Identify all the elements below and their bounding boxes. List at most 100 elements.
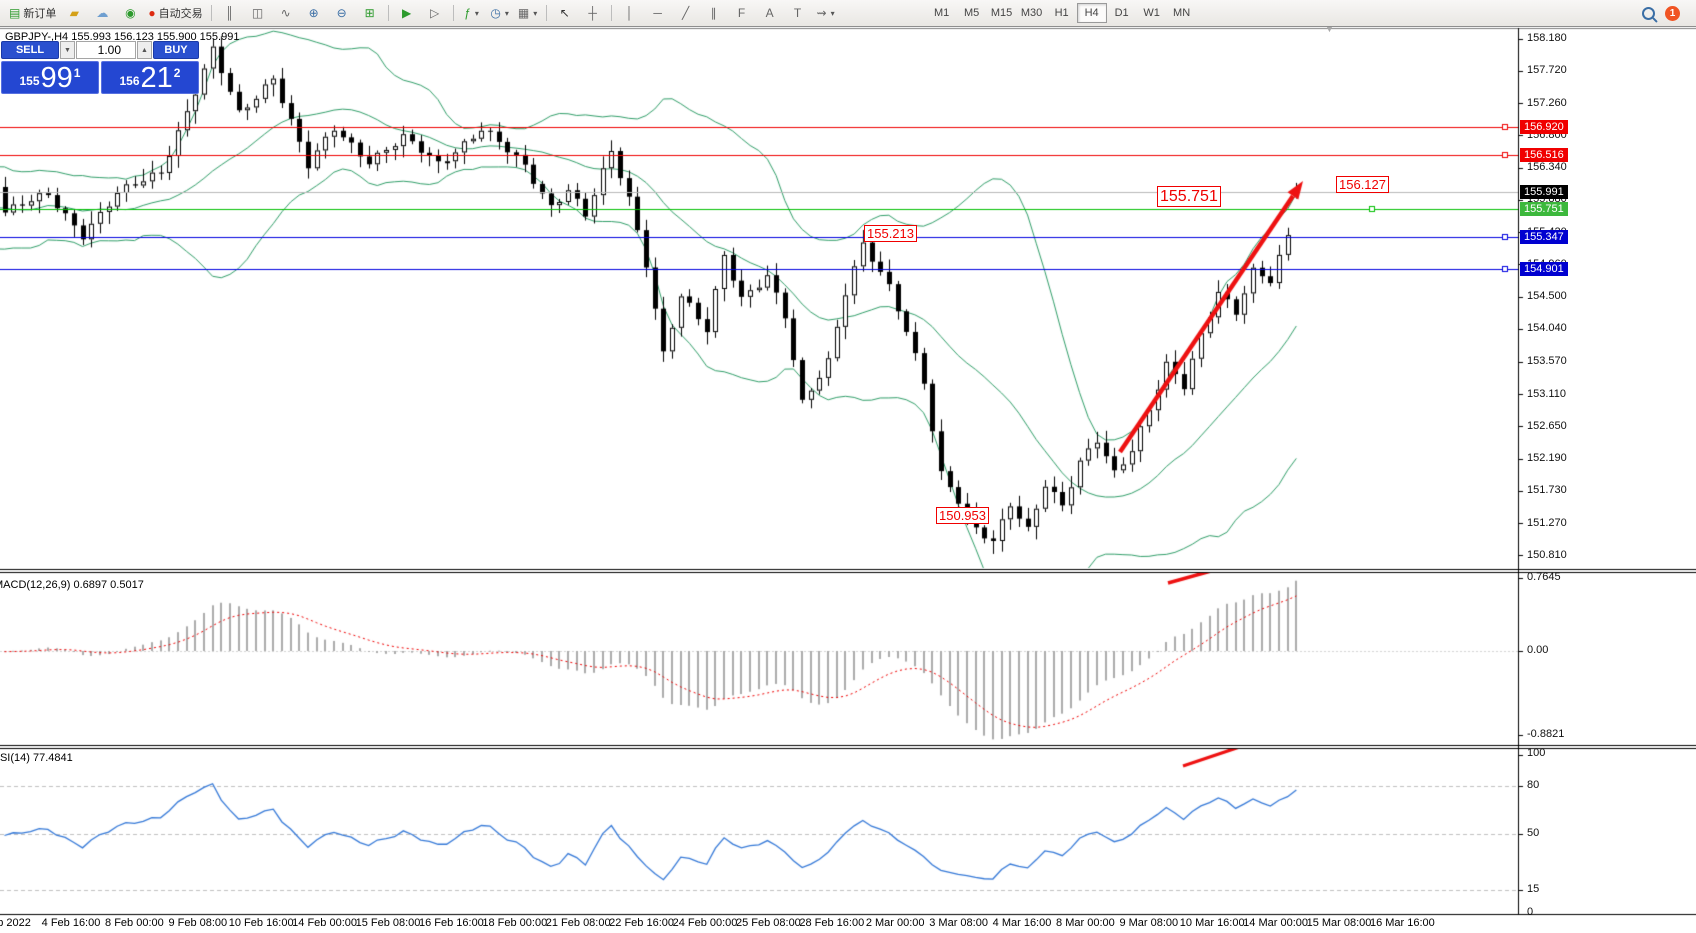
price-axis-tick: 154.500: [1527, 290, 1567, 303]
notification-badge[interactable]: 1: [1665, 5, 1680, 21]
rsi-axis-tick: 100: [1527, 747, 1546, 759]
sell-price-button[interactable]: 155 99 1: [1, 61, 99, 94]
price-callout: 150.953: [936, 507, 989, 524]
buy-price-big: 21: [140, 62, 173, 94]
auto-scroll-button[interactable]: ▶: [394, 3, 420, 23]
horizontal-line-tool-button[interactable]: ─: [645, 3, 671, 23]
time-axis-label: 21 Feb 08:00: [545, 917, 611, 929]
volume-increase-button[interactable]: ▲: [137, 41, 152, 59]
timeframe-button-m1[interactable]: M1: [933, 7, 950, 19]
cloud-icon: ☁: [96, 6, 109, 20]
trendline-tool-button[interactable]: ╱: [673, 3, 699, 23]
toolbar-separator: [545, 5, 547, 21]
macd-axis-tick: 0.00: [1527, 644, 1549, 656]
time-axis-label: 24 Feb 00:00: [672, 917, 738, 929]
text-tool-button[interactable]: A: [757, 3, 783, 23]
volume-input[interactable]: 1.00: [76, 41, 136, 59]
auto-scroll-icon: ▶: [401, 6, 412, 20]
time-axis-label: 28 Feb 16:00: [799, 917, 865, 929]
signal-icon: ◉: [125, 6, 136, 20]
price-line-tag: 155.751: [1520, 201, 1568, 216]
price-axis-tick: 153.110: [1527, 387, 1566, 400]
channel-icon: ∥: [710, 6, 717, 20]
line-chart-icon: ∿: [280, 6, 291, 20]
timeframe-button-m30[interactable]: M30: [1020, 7, 1043, 19]
chart-shift-marker-icon: ▼: [1325, 24, 1334, 34]
timeframe-button-w1[interactable]: W1: [1143, 7, 1160, 19]
price-line-tag: 156.516: [1520, 148, 1568, 163]
zoom-in-button[interactable]: ⊕: [301, 3, 327, 23]
auto-trading-icon: ●: [148, 6, 156, 20]
time-axis-label: 22 Feb 16:00: [609, 917, 675, 929]
timeframe-button-h1[interactable]: H1: [1054, 7, 1069, 19]
fibonacci-tool-button[interactable]: F: [729, 3, 755, 23]
rsi-indicator-label: RSI(14) 77.4841: [0, 752, 73, 764]
cloud-button[interactable]: ☁: [89, 3, 115, 23]
rsi-axis-tick: 0: [1527, 906, 1534, 918]
candlestick-button[interactable]: ◫: [245, 3, 271, 23]
label-icon: T: [793, 6, 802, 20]
line-chart-button[interactable]: ∿: [273, 3, 299, 23]
sell-button[interactable]: SELL: [1, 41, 59, 59]
tile-windows-button[interactable]: ⊞: [357, 3, 383, 23]
price-line-tag: 155.347: [1520, 230, 1568, 245]
chevron-down-icon: ▾: [533, 8, 538, 18]
timeframe-button-mn[interactable]: MN: [1173, 7, 1191, 19]
horizontal-line-icon: ─: [653, 6, 662, 20]
timeframe-button-d1[interactable]: D1: [1114, 7, 1129, 19]
signal-button[interactable]: ◉: [117, 3, 143, 23]
time-axis-label: 14 Feb 00:00: [292, 917, 358, 929]
bar-chart-button[interactable]: ║: [217, 3, 243, 23]
timeframe-button-m15[interactable]: M15: [990, 7, 1013, 19]
time-axis-label: 3 Mar 08:00: [929, 917, 988, 929]
chart-shift-button[interactable]: ▷: [422, 3, 448, 23]
cursor-icon: ↖: [559, 6, 570, 20]
macd-indicator-label: MACD(12,26,9) 0.6897 0.5017: [0, 579, 144, 591]
timeframe-button-m5[interactable]: M5: [963, 7, 980, 19]
chevron-down-icon: ▾: [504, 8, 509, 18]
sell-price-small: 155: [19, 74, 40, 88]
search-icon[interactable]: [1642, 6, 1655, 20]
chevron-down-icon: ▾: [474, 8, 479, 18]
zoom-in-icon: ⊕: [308, 6, 319, 20]
time-axis-label: 9 Feb 08:00: [168, 917, 228, 929]
template-button[interactable]: ▦ ▾: [515, 3, 541, 23]
one-click-trade-panel: SELL ▼ 1.00 ▲ BUY 155 99 1 156 21 2: [1, 41, 199, 94]
arrows-icon: ⇝: [816, 6, 827, 20]
new-order-button[interactable]: ▤ 新订单: [6, 3, 59, 23]
timeframe-button-h4[interactable]: H4: [1076, 3, 1107, 23]
template-icon: ▦: [517, 6, 530, 20]
cursor-tool-button[interactable]: ↖: [552, 3, 578, 23]
price-axis-tick: 158.180: [1527, 32, 1567, 45]
time-axis-label: 15 Mar 08:00: [1306, 917, 1372, 929]
buy-button[interactable]: BUY: [153, 41, 199, 59]
price-callout: 155.213: [864, 225, 917, 242]
channel-tool-button[interactable]: ∥: [701, 3, 727, 23]
macd-axis-tick: -0.8821: [1527, 728, 1565, 740]
time-axis-label: 15 Feb 08:00: [355, 917, 421, 929]
add-indicator-button[interactable]: ƒ ▾: [459, 3, 485, 23]
crosshair-tool-button[interactable]: ┼: [580, 3, 606, 23]
price-axis-tick: 152.650: [1527, 419, 1567, 432]
fibonacci-icon: F: [737, 6, 746, 20]
time-axis-label: 8 Feb 00:00: [105, 917, 164, 929]
candlestick-icon: ◫: [251, 6, 264, 20]
buy-price-button[interactable]: 156 21 2: [101, 61, 199, 94]
auto-trading-button[interactable]: ● 自动交易: [145, 3, 205, 23]
price-callout: 156.127: [1336, 176, 1389, 193]
label-tool-button[interactable]: T: [785, 3, 811, 23]
zoom-out-button[interactable]: ⊖: [329, 3, 355, 23]
period-button[interactable]: ◷ ▾: [487, 3, 513, 23]
rsi-axis-tick: 15: [1527, 883, 1540, 895]
price-line-tag: 156.920: [1520, 120, 1568, 135]
new-order-label: 新订单: [23, 8, 57, 20]
time-axis-label: 18 Feb 00:00: [482, 917, 548, 929]
gold-button[interactable]: ▰: [61, 3, 87, 23]
arrows-tool-button[interactable]: ⇝ ▾: [813, 3, 839, 23]
gold-icon: ▰: [69, 6, 79, 20]
price-axis-tick: 150.810: [1527, 548, 1567, 561]
volume-decrease-button[interactable]: ▼: [60, 41, 75, 59]
vertical-line-tool-button[interactable]: │: [617, 3, 643, 23]
bar-chart-icon: ║: [225, 6, 234, 20]
